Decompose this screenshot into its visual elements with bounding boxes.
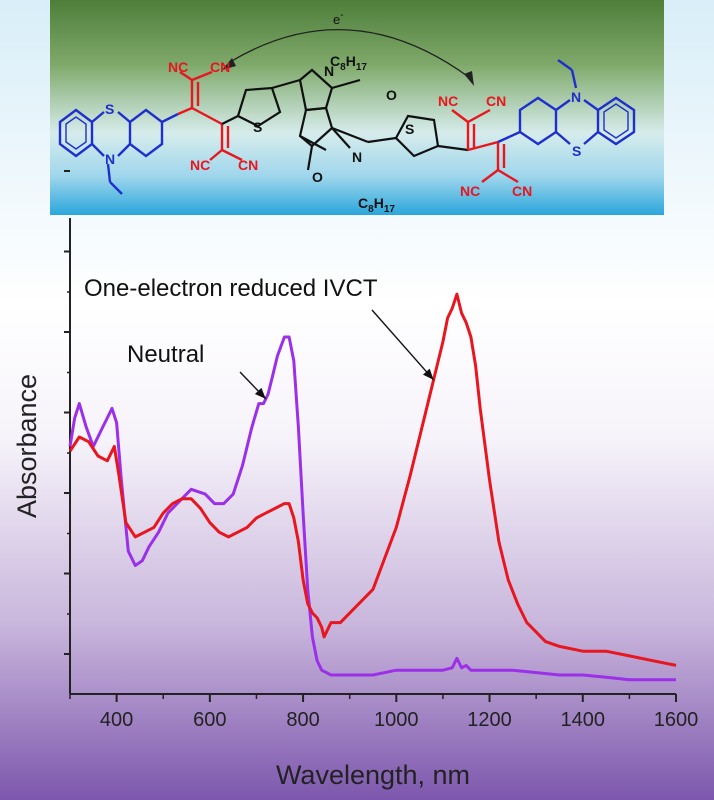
dpp-substituent-bottom: C8H17: [358, 195, 395, 215]
dpp-hydrogen-top: H: [346, 53, 356, 69]
x-tick-label: 1000: [374, 709, 419, 731]
dpp-carbon-count-top: 8: [340, 62, 346, 73]
cyano-label-6: CN: [486, 93, 506, 109]
carbonyl-oxygen-top: O: [386, 87, 397, 103]
tick-labels: 400 600 800 1000 1200 1400 1600: [100, 709, 698, 731]
x-tick-label: 800: [286, 709, 319, 731]
molecule-structure-image: e- S N NC CN: [50, 0, 664, 215]
dpp-nitrogen-top: N: [324, 63, 334, 79]
right-sulfur-atom: S: [572, 143, 581, 159]
right-cyano-acceptor: [451, 108, 519, 184]
annotation-arrow-reduced: [371, 309, 435, 381]
right-nitrogen-atom: N: [571, 89, 581, 105]
dpp-carbon-count-bottom: 8: [368, 204, 374, 215]
annotation-arrowhead-neutral: [254, 387, 266, 399]
carbonyl-oxygen-bottom: O: [312, 169, 323, 185]
x-tick-label: 1400: [561, 709, 606, 731]
x-axis-title: Wavelength, nm: [276, 760, 470, 790]
dpp-nitrogen-bottom: N: [352, 149, 362, 165]
right-thiophene: [367, 114, 469, 158]
cyano-label-8: CN: [512, 183, 532, 199]
dpp-substituent-top: C8H17: [330, 53, 367, 73]
arrow-head-right: [464, 71, 474, 86]
dpp-carbon-top: C: [330, 53, 340, 69]
arrow-head-left: [222, 58, 236, 70]
annotation-arrowhead-reduced: [422, 368, 434, 380]
series-line-one-electron-reduced: [68, 292, 677, 667]
cyano-label-7: NC: [460, 183, 480, 199]
dpp-hydrogen-count-top: 17: [356, 62, 368, 73]
cyano-label-4: CN: [238, 157, 258, 173]
x-tick-label: 400: [100, 709, 133, 731]
right-thiophene-sulfur: S: [405, 121, 414, 137]
x-tick-label: 600: [193, 709, 226, 731]
left-cyano-acceptor: [177, 70, 243, 162]
annotation-neutral: Neutral: [127, 341, 204, 368]
left-phenothiazine: [58, 108, 179, 195]
annotation-reduced-ivct: One-electron reduced IVCT: [84, 275, 378, 302]
electron-label: e-: [333, 10, 344, 27]
electron-symbol: e: [333, 12, 340, 27]
cyano-label-3: NC: [190, 157, 210, 173]
cyano-label-5: NC: [438, 93, 458, 109]
dpp-hydrogen-count-bottom: 17: [384, 204, 396, 215]
electron-charge: -: [340, 10, 343, 21]
left-thiophene: [221, 78, 301, 128]
dpp-carbon-bottom: C: [358, 195, 368, 211]
electron-transfer-arc: [229, 29, 471, 79]
right-phenothiazine: [497, 59, 636, 146]
cyano-label-2: CN: [210, 59, 230, 75]
cyano-label-1: NC: [168, 59, 188, 75]
x-tick-label: 1600: [654, 709, 699, 731]
molecule-drawing: e- S N NC CN: [58, 10, 636, 215]
series-line-neutral: [68, 335, 676, 682]
x-tick-label: 1200: [467, 709, 512, 731]
dpp-hydrogen-bottom: H: [374, 195, 384, 211]
left-nitrogen-atom: N: [105, 151, 115, 167]
dpp-core: [298, 68, 369, 171]
left-sulfur-atom: S: [105, 101, 114, 117]
y-axis-title: Absorbance: [12, 374, 42, 518]
tick-marks: [64, 170, 677, 702]
left-thiophene-sulfur: S: [253, 119, 262, 135]
